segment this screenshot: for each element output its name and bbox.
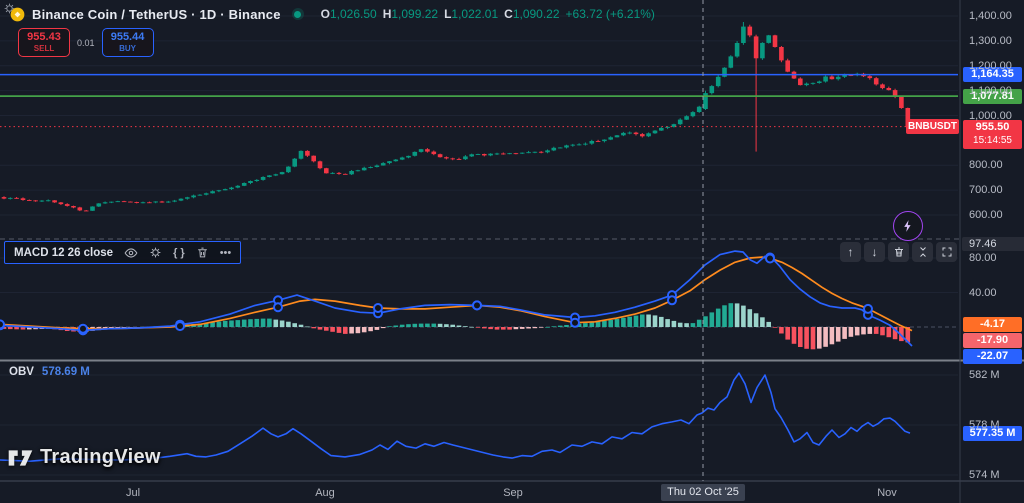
blue-level-price-label: 1,164.35 — [963, 67, 1022, 83]
delete-pane-button[interactable] — [888, 242, 909, 262]
obv-legend-title: OBV — [9, 366, 34, 378]
macd-axis-label: 80.00 — [969, 252, 997, 264]
price-axis-label: 700.00 — [969, 184, 1003, 197]
bnb-coin-icon — [10, 7, 25, 21]
price-axis-label: 1,100.00 — [969, 84, 1012, 97]
obv-header-value: 578.69 M — [41, 366, 90, 378]
time-axis-month-label: Nov — [877, 487, 897, 499]
more-icon[interactable]: ••• — [219, 246, 232, 259]
time-axis-month-label: Sep — [503, 487, 523, 499]
obv-legend[interactable]: OBV 578.69 M — [9, 366, 90, 378]
change-value: +63.72 (+6.21%) — [565, 7, 655, 21]
obv-axis-label: 578 M — [969, 419, 1000, 431]
macd-legend[interactable]: MACD 12 26 close { } ••• — [4, 241, 242, 264]
collapse-pane-button[interactable] — [912, 242, 933, 262]
signal-value-label: -4.17 — [963, 317, 1022, 332]
obv-axis-label: 574 M — [969, 469, 1000, 481]
last-price-label: 955.50 15:14:55 — [963, 119, 1022, 149]
open-value: 1,026.50 — [329, 7, 377, 21]
price-axis-label: 1,300.00 — [969, 34, 1012, 47]
countdown-timer: 15:14:55 — [973, 134, 1012, 146]
market-status-icon[interactable] — [291, 8, 304, 20]
symbol-price-flag: BNBUSDT — [906, 119, 959, 135]
price-axis-label: 800.00 — [969, 159, 1003, 172]
high-value: 1,099.22 — [391, 7, 439, 21]
tradingview-logo-icon — [8, 449, 33, 466]
ohlc-readout: O1,026.50 H1,099.22 L1,022.01 C1,090.22 … — [320, 7, 655, 21]
delete-icon[interactable] — [196, 246, 209, 259]
macd-scale-top-value: 97.46 — [962, 237, 1024, 251]
macd-pane-toolbar: ↑ ↓ — [840, 242, 957, 262]
obv-axis-label: 582 M — [969, 369, 1000, 381]
lightning-icon — [904, 220, 911, 232]
move-pane-down-button[interactable]: ↓ — [864, 242, 885, 262]
macd-legend-title: MACD 12 26 close — [14, 246, 114, 259]
move-pane-up-button[interactable]: ↑ — [840, 242, 861, 262]
symbol-title[interactable]: Binance Coin / TetherUS · 1D · Binance — [32, 6, 281, 22]
source-code-icon[interactable]: { } — [173, 246, 185, 259]
price-axis-label: 1,200.00 — [969, 59, 1012, 72]
trade-buttons: 955.43 SELL 0.01 955.44 BUY — [18, 28, 154, 57]
tradingview-watermark: TradingView — [8, 446, 161, 469]
close-value: 1,090.22 — [512, 7, 560, 21]
obv-value-label: 577.35 M — [963, 425, 1022, 441]
boost-lightning-button[interactable] — [893, 211, 923, 241]
time-axis-month-label: Jul — [125, 487, 141, 499]
macd-value-label: -22.07 — [963, 349, 1022, 364]
time-axis-month-label: Aug — [315, 487, 335, 499]
sell-button[interactable]: 955.43 SELL — [18, 28, 70, 57]
maximize-pane-button[interactable] — [936, 242, 957, 262]
price-axis-label: 1,400.00 — [969, 10, 1012, 22]
macd-axis-label: 40.00 — [969, 286, 997, 299]
histogram-value-label: -17.90 — [963, 333, 1022, 348]
symbol-header: Binance Coin / TetherUS · 1D · Binance O… — [10, 5, 655, 23]
price-axis-label: 600.00 — [969, 209, 1003, 221]
settings-icon[interactable] — [149, 246, 162, 259]
price-axis-label: 1,000.00 — [969, 109, 1012, 122]
visibility-icon[interactable] — [124, 246, 138, 260]
green-level-price-label: 1,077.81 — [963, 88, 1022, 104]
buy-button[interactable]: 955.44 BUY — [101, 28, 154, 57]
spread-value: 0.01 — [77, 37, 95, 48]
low-value: 1,022.01 — [451, 7, 499, 21]
crosshair-date-label: Thu 02 Oct '25 — [661, 484, 745, 501]
